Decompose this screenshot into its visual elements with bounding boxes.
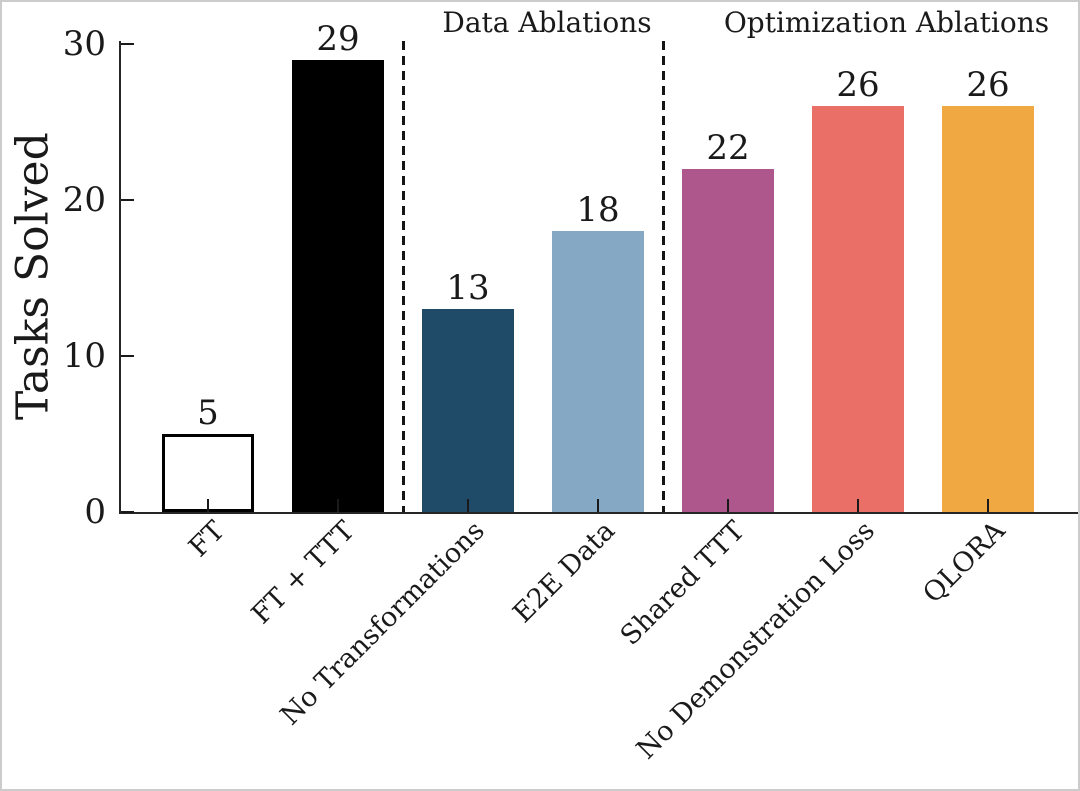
y-tick-0 <box>121 511 134 513</box>
y-tick-20 <box>121 199 134 201</box>
x-axis-spine <box>119 512 1078 514</box>
bar-value-shared-ttt: 22 <box>706 127 750 168</box>
y-tick-label-30: 30 <box>62 24 106 64</box>
x-tick-e2e-data <box>597 499 599 512</box>
section-separator-1 <box>401 41 405 512</box>
bar-shared-ttt <box>682 168 774 512</box>
x-tick-qlora <box>987 499 989 512</box>
bar-value-qlora: 26 <box>966 65 1010 106</box>
bar-value-no-transformations: 13 <box>446 268 490 309</box>
bar-value-ft: 5 <box>197 393 219 433</box>
x-tick-label-ft-ttt: FT + TTT <box>246 515 362 631</box>
section-separator-2 <box>661 41 665 512</box>
bar-value-ft-ttt: 29 <box>316 18 360 59</box>
x-tick-label-no-demonstration-loss: No Demonstration Loss <box>631 515 882 766</box>
x-tick-no-transformations <box>467 499 469 512</box>
bar-e2e-data <box>552 231 644 512</box>
y-tick-10 <box>121 355 134 357</box>
section-label-data-ablations: Data Ablations <box>442 6 652 39</box>
bar-value-e2e-data: 18 <box>576 190 620 231</box>
x-tick-ft-ttt <box>337 499 339 512</box>
y-axis-spine <box>119 41 121 514</box>
bar-qlora <box>942 106 1034 512</box>
bar-no-demonstration-loss <box>812 106 904 512</box>
y-tick-30 <box>121 43 134 45</box>
y-tick-label-0: 0 <box>84 492 106 532</box>
x-tick-label-qlora: QLORA <box>917 515 1012 610</box>
x-tick-shared-ttt <box>727 499 729 512</box>
x-tick-label-ft: FT <box>183 515 232 564</box>
bar-no-transformations <box>422 309 514 512</box>
x-tick-label-e2e-data: E2E Data <box>507 515 622 630</box>
x-tick-ft <box>207 499 209 512</box>
bar-ft-ttt <box>292 59 384 512</box>
y-tick-label-10: 10 <box>62 336 106 376</box>
x-tick-label-shared-ttt: Shared TTT <box>614 515 752 652</box>
x-tick-no-demonstration-loss <box>857 499 859 512</box>
section-label-optimization-ablations: Optimization Ablations <box>723 6 1050 39</box>
y-tick-label-20: 20 <box>62 180 106 220</box>
bar-value-no-demonstration-loss: 26 <box>836 65 880 106</box>
